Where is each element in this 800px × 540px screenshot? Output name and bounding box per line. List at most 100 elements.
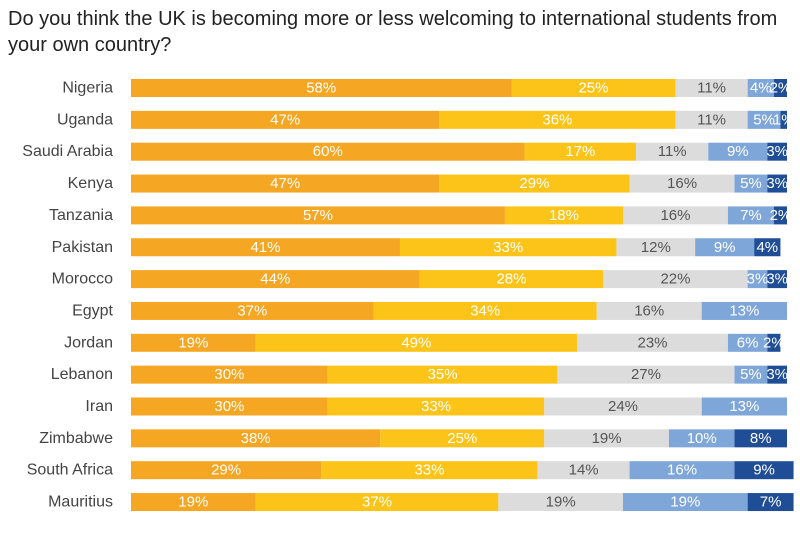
bar-jordan-segment-3 <box>577 333 728 352</box>
data-label-tanzania-segment-1: 57% <box>303 207 333 224</box>
bar-nigeria-segment-3 <box>675 79 748 97</box>
bar-saudi-arabia-segment-5 <box>767 142 787 161</box>
bar-mauritius-segment-5 <box>747 493 794 512</box>
bar-zimbabwe-segment-1 <box>131 429 381 448</box>
bar-kenya-segment-1 <box>131 174 440 193</box>
data-label-egypt-segment-2: 34% <box>470 302 500 319</box>
data-label-nigeria-segment-1: 58% <box>306 80 336 97</box>
bar-zimbabwe-segment-2 <box>380 429 545 448</box>
data-label-south-africa-segment-3: 14% <box>569 462 599 479</box>
bar-tanzania-segment-1 <box>131 206 505 225</box>
bar-south-africa-segment-3 <box>537 461 630 480</box>
data-label-mauritius-segment-2: 37% <box>362 494 392 511</box>
category-label-uganda: Uganda <box>57 111 113 128</box>
data-label-uganda-segment-3: 11% <box>697 111 726 128</box>
bar-kenya-segment-5 <box>767 174 787 193</box>
data-label-morocco-segment-1: 44% <box>260 271 290 288</box>
bar-pakistan-segment-4 <box>695 238 755 257</box>
bar-tanzania-segment-4 <box>727 206 774 225</box>
bar-south-africa-segment-5 <box>734 461 794 480</box>
bar-jordan-segment-1 <box>131 333 256 352</box>
category-label-kenya: Kenya <box>68 175 113 192</box>
data-label-south-africa-segment-4: 16% <box>667 462 697 479</box>
bar-lebanon-segment-5 <box>767 365 787 384</box>
data-label-lebanon-segment-3: 27% <box>631 366 661 383</box>
category-label-south-africa: South Africa <box>27 462 113 479</box>
data-label-tanzania-segment-4: 7% <box>740 207 762 224</box>
data-label-kenya-segment-2: 29% <box>519 175 549 192</box>
bar-morocco-segment-2 <box>419 270 604 289</box>
data-label-iran-segment-2: 33% <box>421 398 451 415</box>
bar-saudi-arabia-segment-4 <box>708 142 768 161</box>
data-label-saudi-arabia-segment-1: 60% <box>313 143 343 160</box>
data-label-lebanon-segment-5: 3% <box>766 366 788 383</box>
bar-lebanon-segment-1 <box>131 365 328 384</box>
data-label-pakistan-segment-4: 9% <box>714 239 736 256</box>
data-label-south-africa-segment-5: 9% <box>753 462 775 479</box>
bar-pakistan-segment-3 <box>616 238 696 257</box>
bar-pakistan-segment-1 <box>131 238 400 257</box>
bar-zimbabwe-segment-4 <box>668 429 735 448</box>
data-label-iran-segment-4: 13% <box>729 398 759 415</box>
data-label-jordan-segment-3: 23% <box>638 334 668 351</box>
data-label-nigeria-segment-5: 2% <box>770 80 792 97</box>
data-label-kenya-segment-5: 3% <box>766 175 788 192</box>
data-label-tanzania-segment-5: 2% <box>770 207 792 224</box>
bar-iran-segment-3 <box>544 397 702 416</box>
data-label-egypt-segment-4: 13% <box>729 302 759 319</box>
bar-pakistan-segment-5 <box>754 238 781 257</box>
bar-uganda-segment-4 <box>747 110 781 129</box>
data-label-saudi-arabia-segment-4: 9% <box>727 143 749 160</box>
data-label-zimbabwe-segment-3: 19% <box>592 430 622 447</box>
data-label-mauritius-segment-3: 19% <box>546 494 576 511</box>
bar-zimbabwe-segment-5 <box>734 429 787 448</box>
data-label-uganda-segment-4: 5% <box>753 111 775 128</box>
data-label-uganda-segment-5: 1% <box>773 111 795 128</box>
data-label-egypt-segment-1: 37% <box>237 302 267 319</box>
data-label-zimbabwe-segment-2: 25% <box>447 430 477 447</box>
bar-nigeria-segment-1 <box>131 79 512 97</box>
bar-jordan-segment-2 <box>255 333 578 352</box>
category-label-zimbabwe: Zimbabwe <box>39 430 113 447</box>
data-label-zimbabwe-segment-5: 8% <box>750 430 772 447</box>
category-label-morocco: Morocco <box>52 271 113 288</box>
bar-tanzania-segment-3 <box>623 206 728 225</box>
data-label-iran-segment-1: 30% <box>214 398 244 415</box>
data-label-saudi-arabia-segment-5: 3% <box>766 143 788 160</box>
data-label-morocco-segment-2: 28% <box>496 271 526 288</box>
bar-kenya-segment-4 <box>734 174 768 193</box>
data-label-uganda-segment-1: 47% <box>270 111 300 128</box>
data-label-pakistan-segment-2: 33% <box>493 239 523 256</box>
data-label-lebanon-segment-4: 5% <box>740 366 762 383</box>
bar-egypt-segment-2 <box>373 301 597 320</box>
bar-lebanon-segment-2 <box>327 365 558 384</box>
bar-jordan-segment-4 <box>727 333 768 352</box>
bar-tanzania-segment-5 <box>773 206 787 225</box>
category-label-saudi-arabia: Saudi Arabia <box>22 143 113 160</box>
bar-kenya-segment-3 <box>629 174 735 193</box>
data-label-uganda-segment-2: 36% <box>542 111 572 128</box>
bar-saudi-arabia-segment-2 <box>524 142 637 161</box>
bar-lebanon-segment-4 <box>734 365 768 384</box>
data-label-jordan-segment-5: 2% <box>763 334 785 351</box>
bar-saudi-arabia-segment-3 <box>636 142 709 161</box>
data-label-tanzania-segment-2: 18% <box>549 207 579 224</box>
data-label-pakistan-segment-1: 41% <box>250 239 280 256</box>
bar-uganda-segment-5 <box>780 110 787 129</box>
bar-mauritius-segment-2 <box>255 493 499 512</box>
bar-nigeria-segment-5 <box>773 79 787 97</box>
data-label-saudi-arabia-segment-3: 11% <box>658 143 687 160</box>
bar-south-africa-segment-2 <box>321 461 538 480</box>
data-label-nigeria-segment-2: 25% <box>578 80 608 97</box>
category-label-egypt: Egypt <box>72 302 113 319</box>
bar-iran-segment-1 <box>131 397 328 416</box>
bar-zimbabwe-segment-3 <box>544 429 669 448</box>
bar-lebanon-segment-3 <box>557 365 735 384</box>
bar-iran-segment-2 <box>327 397 545 416</box>
bar-pakistan-segment-2 <box>399 238 617 257</box>
bar-uganda-segment-1 <box>131 110 440 129</box>
category-label-lebanon: Lebanon <box>51 366 113 383</box>
data-label-mauritius-segment-4: 19% <box>670 494 700 511</box>
bar-nigeria-segment-2 <box>511 79 676 97</box>
